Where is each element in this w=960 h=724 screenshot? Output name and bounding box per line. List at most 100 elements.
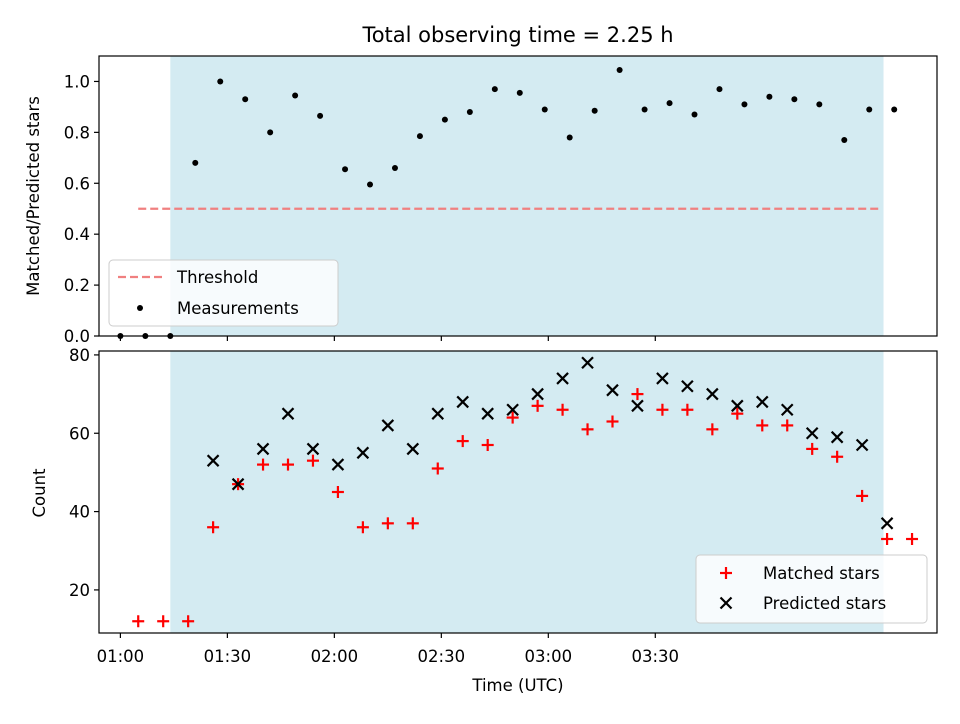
predicted-star-point — [681, 379, 694, 393]
legend-top: Threshold Measurements — [108, 259, 339, 327]
measurement-point — [816, 101, 823, 108]
legend-measurement-label: Measurements — [177, 299, 299, 318]
measurement-point — [866, 106, 873, 113]
x-tick-label: 03:30 — [632, 647, 680, 666]
predicted-star-point — [556, 372, 569, 385]
measurement-point — [891, 106, 898, 113]
predicted-star-point — [631, 399, 644, 413]
predicted-star-point — [656, 372, 669, 385]
matched-star-point — [756, 419, 769, 432]
predicted-star-point — [830, 430, 844, 444]
y-tick-label: 0.0 — [64, 327, 90, 346]
matched-star-point — [681, 403, 694, 416]
matched-star-point — [157, 615, 170, 628]
measurement-point — [541, 106, 548, 113]
matched-star-point — [531, 399, 544, 412]
measurement-point — [267, 129, 274, 136]
measurement-point — [342, 166, 349, 173]
measurement-point — [666, 100, 673, 107]
y-tick-label: 60 — [69, 424, 90, 443]
measurement-point — [416, 133, 423, 140]
predicted-star-point — [206, 454, 220, 467]
matched-star-point — [281, 458, 294, 471]
matched-star-point — [556, 403, 569, 416]
measurement-point — [691, 111, 698, 118]
matched-star-point — [656, 403, 669, 416]
x-axis-label: Time (UTC) — [471, 676, 563, 695]
predicted-star-point — [406, 442, 420, 456]
matched-star-point — [381, 517, 394, 530]
measurement-point — [491, 86, 498, 93]
matched-star-point — [881, 533, 894, 545]
matched-star-point — [356, 521, 369, 534]
predicted-star-point — [256, 442, 270, 456]
predicted-star-point — [431, 407, 445, 420]
axes-frame-top — [98, 55, 938, 337]
predicted-star-point — [506, 403, 519, 417]
measurement-point — [766, 93, 773, 100]
predicted-star-point — [481, 407, 494, 420]
matched-star-point — [306, 454, 319, 467]
x-tick-label: 01:00 — [97, 647, 145, 666]
chart-title: Total observing time = 2.25 h — [361, 23, 673, 47]
matched-star-point — [856, 489, 869, 502]
measurement-point — [367, 181, 374, 188]
y-tick-label: 0.6 — [64, 174, 90, 193]
predicted-star-point — [331, 458, 345, 471]
matched-star-point — [606, 415, 619, 428]
predicted-star-point — [381, 419, 395, 432]
legend-bottom: Matched stars Predicted stars — [695, 554, 928, 624]
matched-star-point — [781, 419, 794, 432]
predicted-star-point — [581, 356, 594, 370]
y-tick-label: 20 — [69, 581, 90, 600]
legend-box — [695, 554, 928, 624]
y-tick-label: 1.0 — [64, 72, 90, 91]
y-tick-label: 0.8 — [64, 123, 90, 142]
measurement-point — [292, 92, 299, 99]
x-tick-label: 01:30 — [204, 647, 252, 666]
matched-star-point — [182, 615, 195, 628]
matched-star-point — [506, 411, 519, 424]
count-panel: 20 40 60 80 01:00 01:30 02:00 02:30 03:00 03:30 Ma… — [69, 346, 938, 666]
measurement-point — [841, 137, 848, 143]
measurement-point — [317, 112, 324, 119]
y-tick-label: 0.2 — [64, 276, 90, 295]
predicted-star-point — [281, 407, 295, 420]
y-tick-label: 80 — [69, 346, 90, 365]
measurement-point — [641, 106, 648, 113]
measurement-point — [566, 134, 573, 141]
measurement-point — [242, 96, 249, 103]
matched-star-point — [406, 517, 419, 530]
y-axis-label-ratio: Matched/Predicted stars — [24, 96, 43, 296]
matched-star-point — [906, 533, 919, 545]
matched-star-point — [331, 486, 344, 498]
y-tick-label: 40 — [69, 503, 90, 522]
measurement-point — [466, 109, 473, 115]
matched-star-point — [831, 450, 844, 463]
matched-star-point — [431, 462, 444, 475]
predicted-star-point — [805, 426, 819, 440]
predicted-star-point — [706, 387, 719, 401]
x-tick-label: 03:00 — [525, 647, 573, 666]
x-tick-label: 02:00 — [311, 647, 359, 666]
predicted-star-point — [731, 399, 744, 413]
matched-star-point — [631, 388, 644, 401]
predicted-star-point — [231, 477, 245, 491]
y-tick-label: 0.4 — [64, 225, 90, 244]
measurement-point — [716, 86, 723, 93]
measurement-point — [616, 67, 623, 73]
predicted-star-point — [456, 395, 470, 409]
legend-box — [108, 259, 339, 327]
measurement-point — [591, 107, 598, 114]
matched-star-point — [481, 439, 494, 451]
predicted-star-point — [531, 387, 544, 401]
legend-predicted-swatch — [719, 596, 733, 610]
y-axis-label-count: Count — [30, 468, 49, 518]
measurement-point — [192, 159, 199, 166]
legend-matched-label: Matched stars — [763, 564, 880, 583]
measurement-point — [791, 96, 798, 103]
measurement-point — [516, 89, 523, 96]
x-tick-label: 02:30 — [418, 647, 466, 666]
matched-star-point — [207, 521, 220, 534]
